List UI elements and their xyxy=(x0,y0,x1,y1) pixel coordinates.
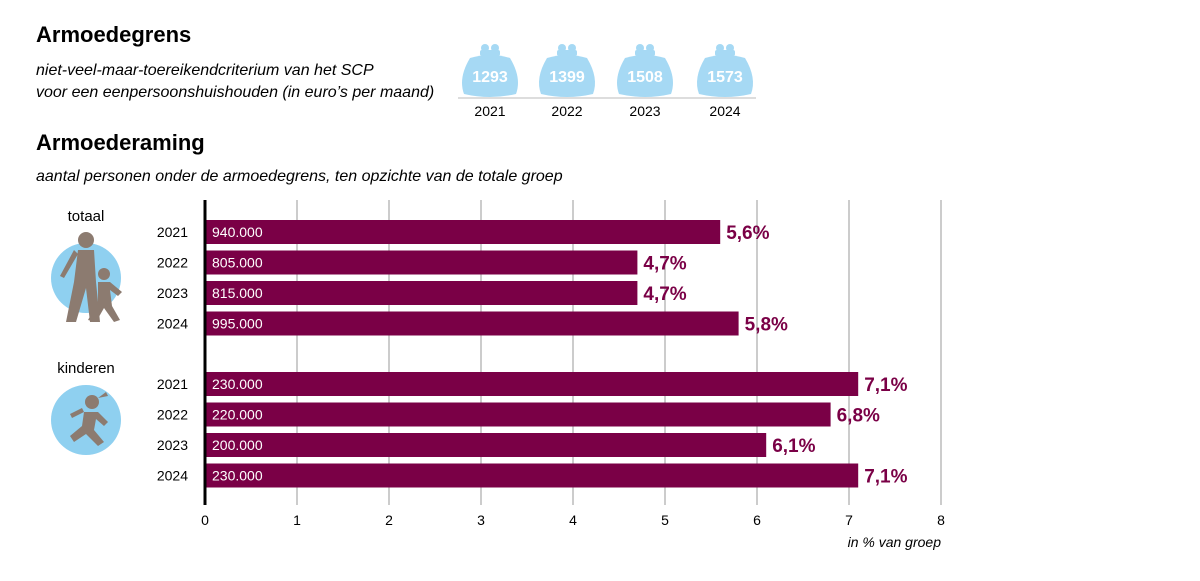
bar-year-label: 2021 xyxy=(157,224,188,240)
bar-row: 2022 805.000 4,7% xyxy=(157,250,687,275)
family-walking-icon xyxy=(51,232,122,322)
bar-row: 2021 230.000 7,1% xyxy=(157,372,908,396)
bar xyxy=(205,311,739,336)
purse-item: 1573 2024 xyxy=(697,44,753,119)
bar-row: 2023 200.000 6,1% xyxy=(157,433,816,457)
bar-value-label: 7,1% xyxy=(864,375,907,396)
bar-value-label: 6,1% xyxy=(772,436,815,457)
bar xyxy=(205,463,859,488)
purse-icon xyxy=(539,44,595,97)
gridlines xyxy=(296,200,942,505)
section1-subtitle-line1: niet-veel-maar-toereikendcriterium van h… xyxy=(36,62,374,79)
purse-icon xyxy=(462,44,518,97)
bar-year-label: 2023 xyxy=(157,437,188,453)
bar-year-label: 2024 xyxy=(157,316,188,332)
child-running-icon xyxy=(51,385,121,455)
x-tick-label: 0 xyxy=(201,512,209,528)
bar-count-label: 940.000 xyxy=(212,224,263,240)
bar-year-label: 2022 xyxy=(157,407,188,423)
purse-amount: 1573 xyxy=(707,69,743,86)
purse-amount: 1293 xyxy=(472,69,508,86)
bar xyxy=(205,220,721,244)
purse-icon xyxy=(617,44,673,97)
bar-value-label: 6,8% xyxy=(837,406,880,427)
section2-title: Armoederaming xyxy=(36,130,205,155)
section2-subtitle: aantal personen onder de armoedegrens, t… xyxy=(36,168,563,185)
purse-icon xyxy=(697,44,753,97)
purse-item: 1293 2021 xyxy=(462,44,518,119)
bar-row: 2023 815.000 4,7% xyxy=(157,281,687,305)
bar-value-label: 7,1% xyxy=(864,467,907,488)
x-tick-label: 3 xyxy=(477,512,485,528)
purse-amount: 1508 xyxy=(627,69,663,86)
purse-year: 2021 xyxy=(474,103,505,119)
bar-year-label: 2023 xyxy=(157,285,188,301)
purse-year: 2023 xyxy=(629,103,660,119)
bar-value-label: 4,7% xyxy=(643,254,686,275)
x-axis-label: in % van groep xyxy=(848,534,942,550)
bar-year-label: 2024 xyxy=(157,468,188,484)
x-tick-label: 4 xyxy=(569,512,577,528)
bar-row: 2024 995.000 5,8% xyxy=(157,311,788,336)
section1-subtitle-line2: voor een eenpersoonshuishouden (in euro’… xyxy=(36,84,435,101)
bar-count-label: 815.000 xyxy=(212,285,263,301)
bar-count-label: 200.000 xyxy=(212,437,263,453)
bar xyxy=(205,433,767,457)
bar-value-label: 5,6% xyxy=(726,223,769,244)
bar-count-label: 995.000 xyxy=(212,316,263,332)
bar-year-label: 2022 xyxy=(157,255,188,271)
x-tick-label: 8 xyxy=(937,512,945,528)
bar-count-label: 220.000 xyxy=(212,407,263,423)
bar-year-label: 2021 xyxy=(157,376,188,392)
bar xyxy=(205,372,859,396)
x-tick-label: 2 xyxy=(385,512,393,528)
bar-value-label: 5,8% xyxy=(745,315,788,336)
bar xyxy=(205,250,638,275)
bar xyxy=(205,281,638,305)
bar-row: 2022 220.000 6,8% xyxy=(157,402,880,427)
x-tick-label: 5 xyxy=(661,512,669,528)
bar-row: 2024 230.000 7,1% xyxy=(157,463,908,488)
section1-title: Armoedegrens xyxy=(36,22,192,47)
purse-year: 2024 xyxy=(709,103,740,119)
purse-year: 2022 xyxy=(551,103,582,119)
purse-row: 1293 2021 1399 2022 1508 2023 1573 2024 xyxy=(462,44,753,119)
group-label: kinderen xyxy=(57,360,115,377)
bar-count-label: 230.000 xyxy=(212,468,263,484)
bar-value-label: 4,7% xyxy=(643,284,686,305)
purse-amount: 1399 xyxy=(549,69,585,86)
purse-item: 1399 2022 xyxy=(539,44,595,119)
x-tick-label: 7 xyxy=(845,512,853,528)
x-tick-label: 6 xyxy=(753,512,761,528)
group-label: totaal xyxy=(68,208,105,225)
bar xyxy=(205,402,831,427)
bar-row: 2021 940.000 5,6% xyxy=(157,220,770,244)
x-tick-label: 1 xyxy=(293,512,301,528)
bar-count-label: 805.000 xyxy=(212,255,263,271)
bar-count-label: 230.000 xyxy=(212,376,263,392)
purse-item: 1508 2023 xyxy=(617,44,673,119)
